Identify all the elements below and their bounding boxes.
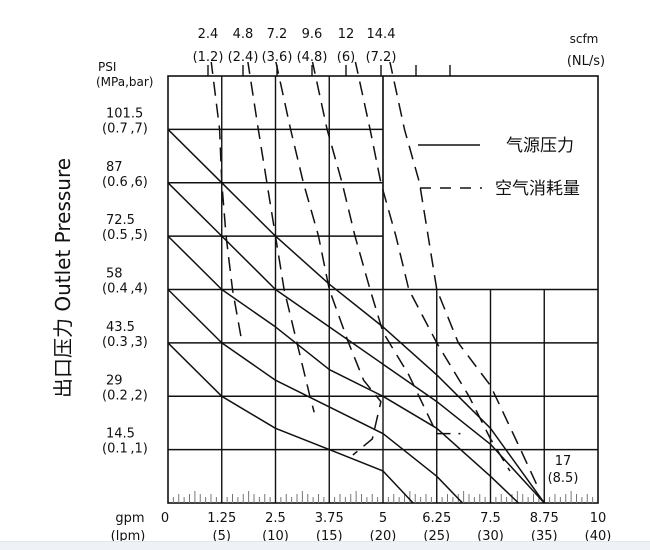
air-consumption-curve: [210, 62, 242, 338]
x-tick-lpm: (10): [262, 529, 289, 541]
annotation-value-sub: (8.5): [548, 471, 579, 486]
y-tick-mpa-bar: (0.2 ,2): [102, 388, 148, 403]
top-axis-label-scfm: 9.6: [302, 27, 323, 42]
x-axis-unit-lpm: (lpm): [111, 529, 146, 541]
top-axis-label-scfm: 14.4: [367, 27, 396, 42]
top-axis-unit-scfm: scfm: [570, 32, 599, 46]
top-axis-label-nls: (1.2): [193, 50, 224, 65]
y-tick-mpa-bar: (0.7 ,7): [102, 121, 148, 136]
top-axis-unit-nls: (NL/s): [567, 54, 605, 69]
air-consumption-curve: [247, 62, 315, 413]
supply-pressure-curve: [168, 235, 520, 503]
top-axis-label-scfm: 4.8: [233, 27, 254, 42]
x-tick-gpm: 5: [379, 511, 387, 526]
y-tick-mpa-bar: (0.1 ,1): [102, 442, 148, 457]
x-tick-gpm: 3.75: [315, 511, 344, 526]
y-axis-title: 出口压力 Outlet Pressure: [51, 158, 75, 398]
x-tick-lpm: (25): [423, 529, 450, 541]
x-tick-lpm: (30): [477, 529, 504, 541]
window-bottom-strip: [0, 541, 650, 550]
y-tick-psi: 87: [106, 160, 123, 175]
x-tick-gpm: 0: [161, 511, 169, 526]
y-tick-mpa-bar: (0.4 ,4): [102, 282, 148, 297]
y-tick-psi: 29: [106, 373, 123, 388]
left-axis-unit-psi: PSI: [98, 60, 116, 74]
y-tick-mpa-bar: (0.5 ,5): [102, 228, 148, 243]
x-tick-gpm: 7.5: [480, 511, 501, 526]
x-tick-gpm: 1.25: [207, 511, 236, 526]
top-axis-label-nls: (2.4): [228, 50, 259, 65]
air-consumption-curve: [389, 62, 539, 488]
x-tick-gpm: 8.75: [530, 511, 559, 526]
annotation-value: 17: [555, 454, 572, 469]
x-tick-lpm: (35): [531, 529, 558, 541]
y-tick-mpa-bar: (0.6 ,6): [102, 175, 148, 190]
y-tick-psi: 101.5: [106, 106, 143, 121]
x-tick-lpm: (5): [213, 529, 231, 541]
y-tick-psi: 43.5: [106, 320, 135, 335]
top-axis-label-scfm: 7.2: [267, 27, 288, 42]
x-tick-lpm: (40): [585, 529, 612, 541]
air-consumption-curve: [354, 62, 511, 472]
y-tick-mpa-bar: (0.3 ,3): [102, 335, 148, 350]
x-tick-lpm: (20): [370, 529, 397, 541]
top-axis-label-scfm: 2.4: [198, 27, 219, 42]
supply-pressure-curve: [168, 182, 545, 503]
top-axis-label-scfm: 12: [338, 27, 355, 42]
x-tick-gpm: 6.25: [422, 511, 451, 526]
x-axis-unit-gpm: gpm: [115, 511, 144, 526]
supply-pressure-curve: [168, 342, 414, 503]
y-tick-psi: 58: [106, 267, 123, 282]
legend-label-air-consumption: 空气消耗量: [495, 179, 580, 199]
x-tick-gpm: 10: [590, 511, 607, 526]
x-tick-gpm: 2.5: [265, 511, 286, 526]
left-axis-unit-mpa-bar: (MPa,bar): [96, 75, 154, 89]
x-tick-lpm: (15): [316, 529, 343, 541]
legend-label-supply-pressure: 气源压力: [506, 136, 574, 156]
top-axis-label-nls: (3.6): [262, 50, 293, 65]
top-axis-label-nls: (4.8): [297, 50, 328, 65]
y-tick-psi: 14.5: [106, 427, 135, 442]
top-axis-label-nls: (7.2): [366, 50, 397, 65]
air-consumption-curve: [311, 62, 461, 435]
supply-pressure-curve: [168, 128, 545, 503]
y-tick-psi: 72.5: [106, 213, 135, 228]
air-consumption-curve: [275, 62, 382, 456]
top-axis-label-nls: (6): [337, 50, 355, 65]
supply-pressure-curve: [168, 288, 464, 503]
